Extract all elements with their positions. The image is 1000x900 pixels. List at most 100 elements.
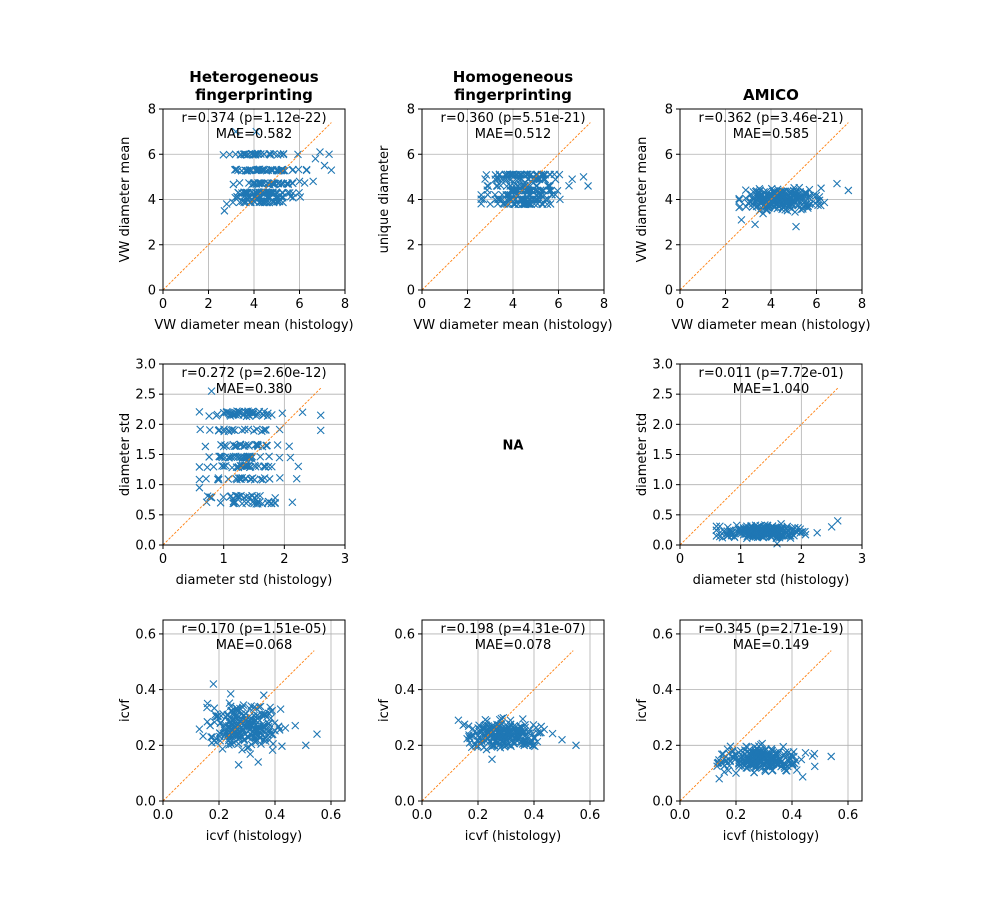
data-point <box>258 711 266 720</box>
data-point <box>731 754 740 763</box>
y-tick-label: 8 <box>665 103 673 118</box>
data-point <box>220 425 228 434</box>
y-tick-label: 2.5 <box>652 388 673 403</box>
data-point <box>779 742 788 751</box>
y-tick-label: 2 <box>407 238 415 253</box>
data-point <box>302 166 311 175</box>
data-point <box>243 151 251 159</box>
data-point <box>316 426 325 435</box>
y-tick-label: 1.0 <box>652 478 673 493</box>
data-point <box>810 749 819 758</box>
data-point <box>479 724 488 733</box>
data-point <box>522 195 531 204</box>
y-axis-label: icvf <box>118 699 133 722</box>
points-icvf-hom <box>454 713 580 764</box>
data-point <box>209 462 218 471</box>
data-point <box>301 741 310 750</box>
x-tick-label: 8 <box>341 297 349 312</box>
data-point <box>491 190 499 199</box>
data-point <box>555 170 564 179</box>
data-point <box>245 452 254 461</box>
data-point <box>259 691 268 700</box>
data-point <box>537 722 546 731</box>
data-point <box>477 195 486 204</box>
data-point <box>230 442 239 451</box>
data-point <box>313 730 321 739</box>
data-point <box>528 741 537 750</box>
y-tick-label: 1.0 <box>135 478 156 493</box>
data-point <box>270 719 279 727</box>
data-point <box>232 165 241 174</box>
mae-annotation: MAE=0.068 <box>216 638 292 653</box>
data-point <box>267 462 276 471</box>
data-point <box>276 705 285 713</box>
data-point <box>489 733 498 742</box>
data-point <box>213 712 222 721</box>
y-tick-label: 6 <box>665 148 673 163</box>
data-point <box>584 182 592 190</box>
mae-annotation: MAE=1.040 <box>733 382 809 397</box>
y-axis-label: VW diameter mean <box>118 137 133 263</box>
identity-line <box>162 122 332 291</box>
data-point <box>201 442 210 451</box>
data-point <box>769 527 778 536</box>
data-point <box>276 150 285 159</box>
data-point <box>210 736 218 745</box>
data-point <box>256 702 265 711</box>
data-point <box>295 177 304 186</box>
data-point <box>519 728 528 736</box>
data-point <box>203 717 212 726</box>
data-point <box>742 764 751 772</box>
data-point <box>712 526 721 535</box>
data-point <box>507 729 515 738</box>
data-point <box>496 743 505 752</box>
data-point <box>810 762 819 771</box>
data-point <box>782 190 791 199</box>
x-tick-label: 4 <box>767 297 775 312</box>
identity-line <box>679 122 849 291</box>
data-point <box>244 425 253 434</box>
data-point <box>255 179 264 187</box>
data-point <box>234 760 243 769</box>
data-point <box>258 179 266 188</box>
data-point <box>524 181 532 190</box>
data-point <box>195 407 204 416</box>
points-icvf-het <box>195 680 321 769</box>
data-point <box>247 407 256 416</box>
x-tick-label: 1 <box>220 552 228 567</box>
y-axis-label: VW diameter mean <box>635 137 650 263</box>
data-point <box>224 475 233 483</box>
subplot-mean-het: 0 2 4 6 8 0 2 4 6 8 VW diameter mean (histology) VW… <box>118 103 354 334</box>
data-point <box>291 721 300 730</box>
data-point <box>735 194 744 203</box>
y-tick-label: 0.6 <box>652 627 673 642</box>
y-axis-label: diameter std <box>635 413 650 496</box>
data-point <box>271 726 279 735</box>
data-point <box>292 474 301 483</box>
data-point <box>229 180 238 189</box>
data-point <box>483 717 491 726</box>
data-point <box>234 463 243 471</box>
data-point <box>541 195 550 204</box>
data-point <box>320 161 329 170</box>
data-point <box>548 729 557 738</box>
data-point <box>231 442 240 451</box>
data-point <box>219 493 228 501</box>
y-tick-label: 0.6 <box>394 627 415 642</box>
x-axis-label: icvf (histology) <box>723 829 820 844</box>
data-point <box>775 198 784 207</box>
data-point <box>202 474 210 483</box>
data-point <box>732 769 740 778</box>
data-point <box>219 442 228 451</box>
y-tick-label: 2.0 <box>652 418 673 433</box>
x-tick-label: 2 <box>463 297 471 312</box>
data-point <box>491 171 500 179</box>
points-std-het <box>195 387 325 508</box>
data-point <box>815 196 824 205</box>
data-point <box>742 742 751 751</box>
y-tick-label: 4 <box>407 193 415 208</box>
data-point <box>805 185 814 194</box>
data-point <box>747 190 755 199</box>
data-point <box>238 454 247 463</box>
